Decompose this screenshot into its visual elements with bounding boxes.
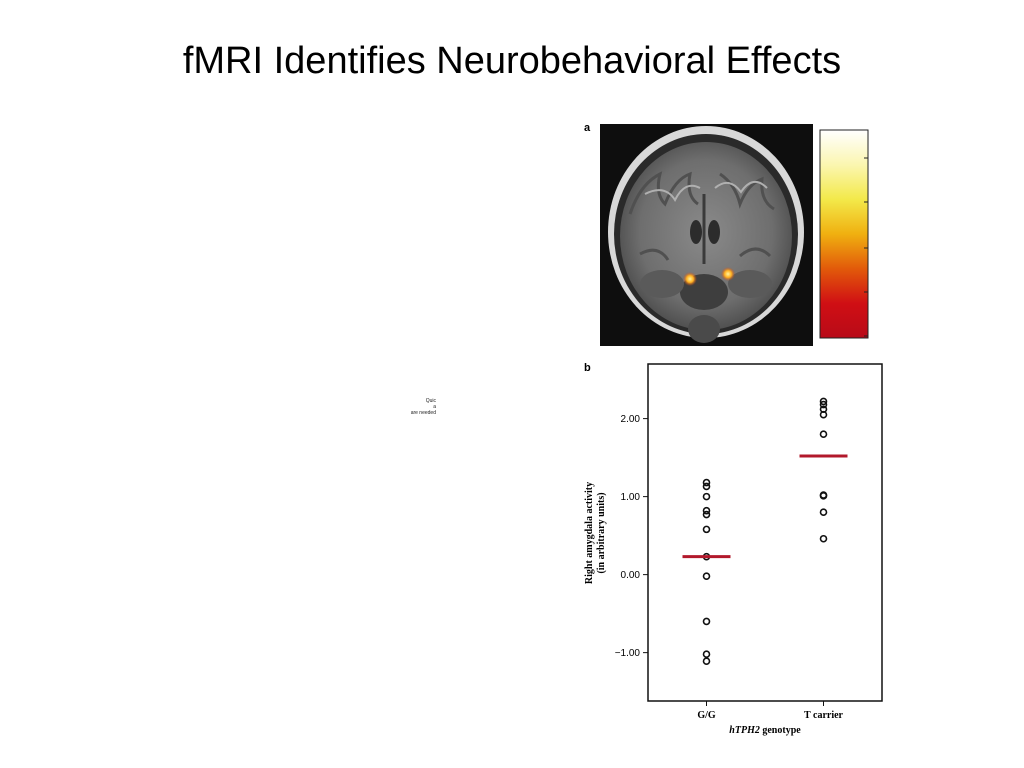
data-point: [819, 508, 828, 517]
y-axis-label-line2: (in arbitrary units): [596, 492, 607, 573]
data-point: [819, 410, 828, 419]
colorbar-fill: [819, 129, 869, 339]
x-axis-label: hTPH2 genotype: [729, 725, 801, 736]
data-point: [702, 510, 711, 519]
placeholder-line: are needed: [410, 410, 436, 416]
data-point: [702, 657, 711, 666]
data-point: [702, 492, 711, 501]
y-tick-label: 2.00: [621, 414, 641, 425]
colorbar: 43210: [819, 129, 869, 339]
placeholder-line: Quic: [425, 398, 436, 404]
data-point: [702, 506, 711, 515]
data-point: [819, 492, 828, 500]
y-tick-label: 0.00: [621, 570, 641, 581]
data-point: [702, 482, 711, 491]
placeholder-note: Quic a are needed: [380, 398, 436, 416]
y-axis-label-line1: Right amygdala activity: [584, 482, 595, 584]
brain-mri-image: [600, 124, 813, 346]
data-point: [819, 397, 828, 406]
x-axis-label-italic: hTPH2: [729, 725, 760, 736]
left-amygdala-activation: [683, 272, 697, 286]
x-axis-label-rest: genotype: [760, 725, 801, 736]
placeholder-line: a: [433, 404, 436, 410]
x-tick-label: T carrier: [804, 710, 844, 721]
data-point: [702, 572, 711, 580]
data-point: [819, 430, 828, 439]
panel-a-label: a: [584, 122, 591, 134]
data-point: [819, 400, 828, 409]
data-point: [702, 617, 711, 626]
data-point: [702, 525, 711, 534]
slide-title: fMRI Identifies Neurobehavioral Effects: [182, 40, 842, 82]
data-point: [819, 534, 828, 543]
right-amygdala-activation: [721, 267, 735, 281]
y-tick-label: −1.00: [615, 648, 641, 659]
plot-frame: [647, 363, 883, 702]
scatter-chart: 2.00 1.00 0.00 −1.00 G/G T carrier Right amy…: [584, 363, 883, 736]
y-tick-label: 1.00: [621, 492, 641, 503]
panel-b-label: b: [584, 362, 591, 374]
x-tick-label: G/G: [697, 710, 716, 721]
data-point: [702, 478, 711, 487]
data-point: [702, 650, 711, 658]
